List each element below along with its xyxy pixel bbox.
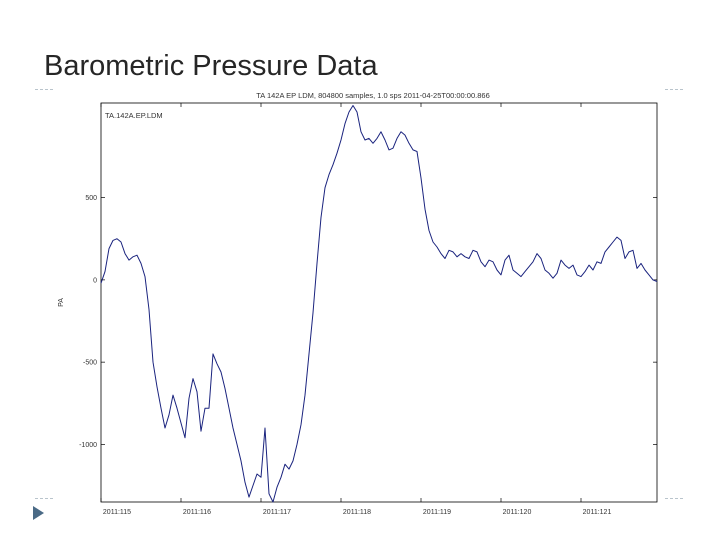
x-tick-label: 2011:120: [503, 509, 532, 516]
x-tick-label: 2011:117: [263, 509, 291, 516]
y-tick-label: -500: [83, 360, 97, 367]
x-tick-label: 2011:115: [103, 509, 131, 516]
x-tick-label: 2011:119: [423, 509, 451, 516]
decorative-dash-bottom-right: [665, 498, 683, 499]
y-tick-label: 0: [93, 277, 97, 284]
decorative-dash-top-left: [35, 89, 53, 90]
y-tick-label: -1000: [79, 442, 97, 449]
x-tick-label: 2011:118: [343, 509, 371, 516]
chart-title: TA 142A EP LDM, 804800 samples, 1.0 sps …: [256, 91, 490, 100]
decorative-dash-top-right: [665, 89, 683, 90]
y-tick-label: 500: [85, 195, 97, 202]
series-line: [100, 105, 658, 503]
decorative-dash-bottom-left: [35, 498, 53, 499]
x-ticks: 2011:115 2011:116 2011:117 2011:118 2011:119…: [100, 103, 612, 516]
legend-label: TA.142A.EP.LDM: [105, 111, 163, 120]
bullet-triangle-icon: [33, 506, 44, 520]
slide-title: Barometric Pressure Data: [44, 50, 378, 82]
y-axis-label: PA: [58, 298, 65, 307]
y-ticks: 500 0 -500 -1000: [79, 195, 657, 449]
x-tick-label: 2011:116: [183, 509, 211, 516]
x-tick-label: 2011:121: [583, 509, 612, 516]
plot-frame: [100, 102, 658, 503]
